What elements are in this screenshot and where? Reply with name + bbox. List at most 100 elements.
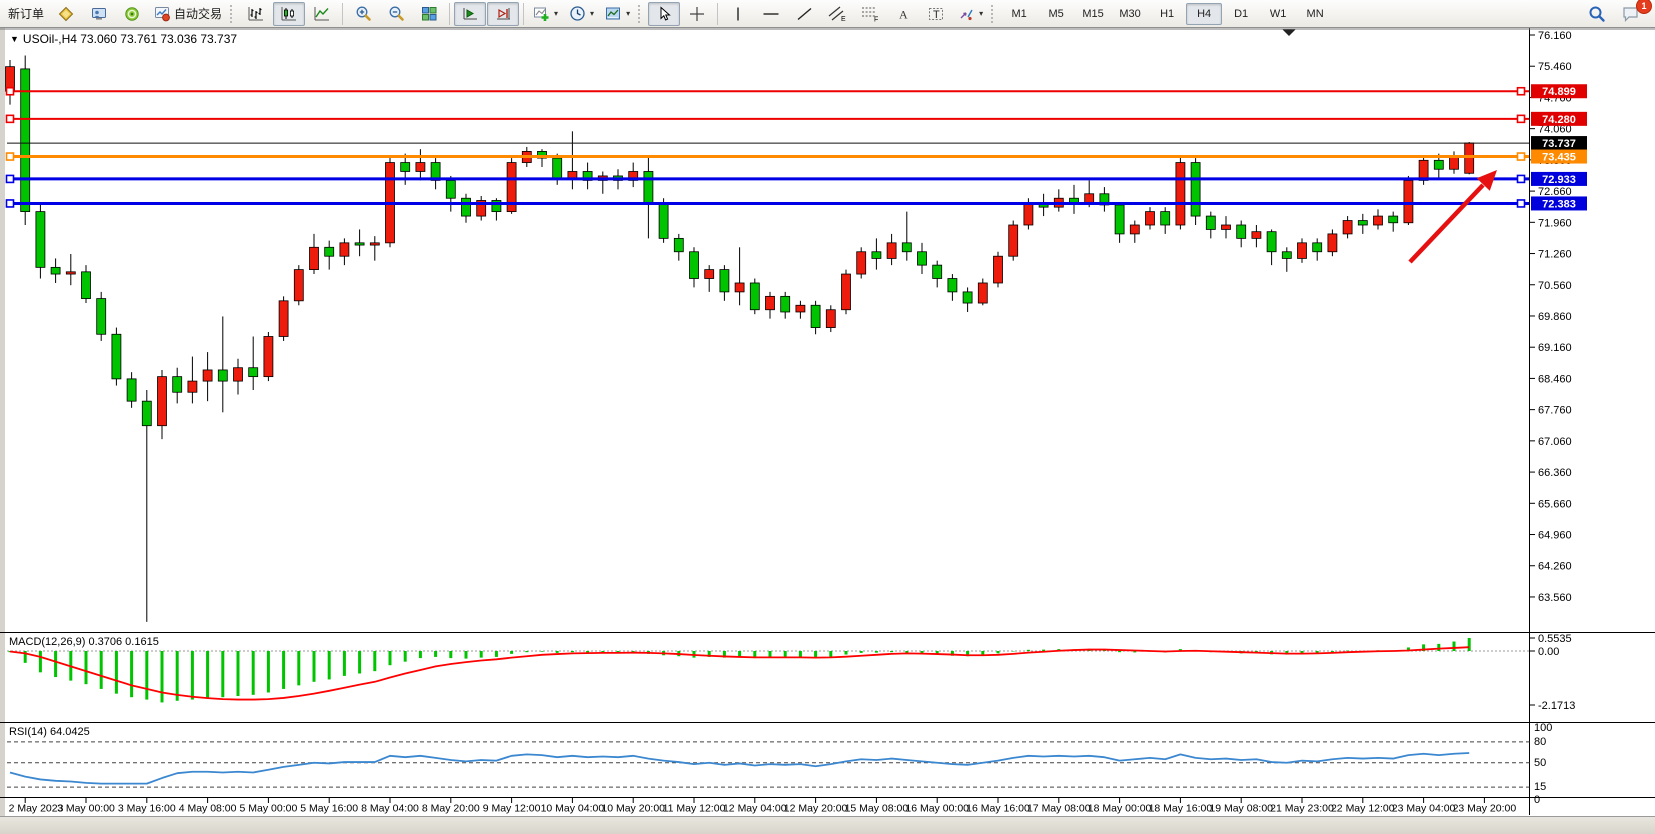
- candle-body: [369, 242, 380, 246]
- time-axis-label[interactable]: 15 May 08:00: [845, 803, 909, 815]
- time-axis-label[interactable]: 21 May 23:00: [1270, 803, 1334, 815]
- autotrading-icon: [154, 6, 171, 22]
- candle-body: [445, 179, 456, 199]
- candle-body: [309, 246, 319, 270]
- zoom-out-button[interactable]: [380, 2, 412, 26]
- timeframe-m5-button[interactable]: M5: [1048, 7, 1064, 20]
- svg-text:F: F: [874, 17, 878, 23]
- templates-button[interactable]: ▾: [600, 2, 635, 26]
- candle-body: [491, 200, 502, 213]
- time-axis-label[interactable]: 22 May 12:00: [1331, 803, 1395, 815]
- tile-windows-icon: [421, 6, 438, 22]
- timeframe-h1-button[interactable]: H1: [1160, 7, 1175, 20]
- timeframe-d1-button[interactable]: D1: [1234, 7, 1249, 20]
- candle-body: [780, 295, 791, 313]
- time-axis-label[interactable]: 10 May 20:00: [601, 803, 665, 815]
- new-order-button[interactable]: 新订单: [3, 3, 49, 25]
- candle-body: [825, 309, 836, 328]
- signals-button[interactable]: [116, 2, 148, 26]
- auto-scroll-button[interactable]: [454, 1, 487, 26]
- chart-shift-icon: [495, 6, 512, 22]
- time-axis-label[interactable]: 19 May 08:00: [1209, 803, 1273, 815]
- time-axis-label[interactable]: 11 May 12:00: [663, 803, 726, 815]
- candle-body: [886, 242, 897, 259]
- candle-body: [20, 68, 31, 213]
- price-tag: [1531, 136, 1587, 151]
- candle-body: [217, 369, 228, 382]
- time-axis-label[interactable]: 9 May 12:00: [483, 803, 541, 815]
- fibonacci-tool-button[interactable]: F: [854, 2, 886, 26]
- time-axis-label[interactable]: 23 May 20:00: [1453, 803, 1517, 815]
- timeframe-mn-button[interactable]: MN: [1306, 7, 1324, 20]
- candle-body: [673, 237, 684, 253]
- terminal-button[interactable]: [83, 2, 115, 26]
- text-label-tool-button[interactable]: T: [920, 2, 952, 26]
- candlestick-chart-button[interactable]: [273, 1, 306, 26]
- indicators-dropdown-caret: ▾: [554, 9, 559, 18]
- autotrading-button[interactable]: 自动交易: [149, 2, 227, 26]
- chart-canvas[interactable]: 76.16075.46074.76074.06073.36072.66071.9…: [0, 28, 1655, 833]
- trendline-tool-button[interactable]: [788, 2, 820, 26]
- cursor-tool-button[interactable]: [648, 1, 681, 26]
- notifications-button[interactable]: 1: [1614, 0, 1652, 26]
- candle-body: [719, 269, 730, 293]
- time-axis-label[interactable]: 18 May 00:00: [1088, 803, 1152, 815]
- timeframe-m15-button[interactable]: M15: [1082, 7, 1104, 20]
- time-axis-label[interactable]: 3 May 00:00: [57, 803, 115, 815]
- search-button[interactable]: [1581, 2, 1613, 26]
- bar-chart-button[interactable]: [240, 2, 272, 26]
- signals-icon: [124, 6, 140, 22]
- timeframe-w1-button[interactable]: W1: [1269, 7, 1287, 20]
- time-axis-label[interactable]: 2 May 2023: [9, 803, 64, 815]
- indicators-button[interactable]: ▾: [528, 2, 563, 26]
- time-axis-label[interactable]: 23 May 04:00: [1392, 803, 1456, 815]
- price-axis-label: 69.860: [1538, 311, 1572, 323]
- time-axis-label[interactable]: 16 May 00:00: [905, 803, 969, 815]
- horizontal-line-tool-button[interactable]: [755, 2, 787, 26]
- time-axis-label[interactable]: 8 May 20:00: [422, 803, 480, 815]
- candle-body: [1251, 231, 1262, 239]
- time-axis-label[interactable]: 16 May 16:00: [966, 803, 1030, 815]
- price-tag-label: 74.899: [1542, 86, 1576, 98]
- candle-body: [141, 400, 152, 427]
- price-tag: [1531, 111, 1587, 126]
- channel-tool-button[interactable]: E: [821, 2, 853, 26]
- arrows-tool-button[interactable]: ▾: [953, 2, 988, 26]
- rsi-axis-label: 100: [1534, 722, 1552, 734]
- time-axis-label[interactable]: 10 May 04:00: [541, 803, 605, 815]
- zoom-in-button[interactable]: [347, 2, 379, 26]
- time-axis-label[interactable]: 5 May 16:00: [300, 803, 358, 815]
- svg-text:T: T: [933, 9, 940, 21]
- tile-windows-button[interactable]: [413, 2, 445, 26]
- time-axis-label[interactable]: 12 May 04:00: [723, 803, 787, 815]
- text-icon: A: [896, 6, 910, 22]
- candle-body: [157, 376, 167, 427]
- chart-shift-button[interactable]: [487, 1, 520, 26]
- time-axis-label[interactable]: 5 May 00:00: [240, 803, 298, 815]
- time-axis-label[interactable]: 8 May 04:00: [361, 803, 419, 815]
- price-axis-label: 64.260: [1538, 561, 1572, 573]
- timeframe-h4-button[interactable]: H4: [1186, 2, 1223, 25]
- line-chart-button[interactable]: [306, 2, 338, 26]
- market-watch-button[interactable]: [50, 2, 82, 26]
- periods-button[interactable]: ▾: [564, 2, 599, 26]
- line-chart-icon: [314, 6, 330, 22]
- candle-body: [172, 376, 183, 393]
- time-axis-label[interactable]: 12 May 20:00: [784, 803, 848, 815]
- time-axis-label[interactable]: 18 May 16:00: [1149, 803, 1213, 815]
- vertical-line-tool-button[interactable]: [722, 2, 754, 26]
- time-axis-label[interactable]: 4 May 08:00: [179, 803, 237, 815]
- toolbar-separator: [449, 2, 451, 25]
- time-axis-label[interactable]: 17 May 08:00: [1027, 803, 1091, 815]
- text-tool-button[interactable]: A: [887, 2, 919, 26]
- search-icon: [1588, 5, 1606, 23]
- svg-text:E: E: [841, 16, 846, 22]
- time-axis-label[interactable]: 3 May 16:00: [118, 803, 176, 815]
- timeframe-m30-button[interactable]: M30: [1119, 7, 1141, 20]
- line-anchor-marker: [5, 152, 15, 161]
- timeframe-m1-button[interactable]: M1: [1011, 7, 1027, 20]
- candle-body: [1281, 251, 1292, 259]
- candle-body: [111, 333, 122, 380]
- crosshair-tool-button[interactable]: [681, 2, 713, 26]
- candle-body: [537, 151, 547, 159]
